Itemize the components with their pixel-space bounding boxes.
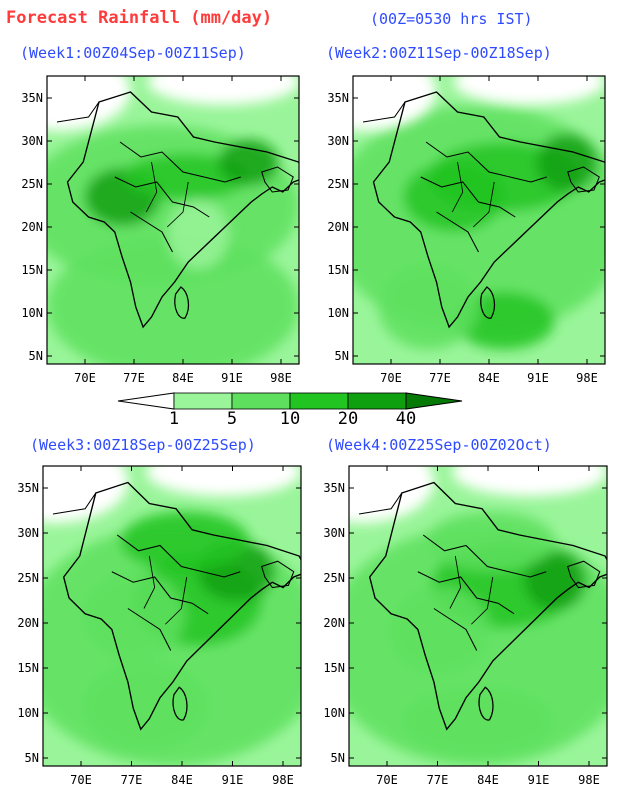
lat-tick-label: 10N: [21, 306, 43, 320]
lon-tick-label: 91E: [221, 371, 243, 385]
map-panel-2: 35N 30N 25N 20N 15N 10N 5N 70E 77E 84E 91E 98E: [327, 75, 606, 385]
map-frame: [352, 75, 606, 365]
colorbar-label: 40: [396, 409, 416, 429]
lon-tick-label: 91E: [527, 371, 549, 385]
lon-tick-label: 70E: [70, 773, 92, 787]
lat-tick-label: 5N: [331, 751, 345, 765]
lon-tick-label: 77E: [121, 773, 143, 787]
map-frame: [46, 75, 300, 365]
panel-title-week2: (Week2:00Z11Sep-00Z18Sep): [326, 44, 552, 62]
lon-tick-label: 84E: [477, 773, 499, 787]
lon-tick-label: 77E: [123, 371, 145, 385]
map-frame: [42, 465, 302, 767]
lat-tick-label: 10N: [327, 306, 349, 320]
lat-tick-label: 20N: [327, 220, 349, 234]
lat-tick-label: 15N: [21, 263, 43, 277]
lat-tick-label: 35N: [323, 481, 345, 495]
lat-tick-label: 30N: [323, 526, 345, 540]
lon-tick-label: 84E: [478, 371, 500, 385]
map-panel-1: 35N 30N 25N 20N 15N 10N 5N 70E 77E 84E 91E 98E: [21, 75, 300, 385]
colorbar-segment: [231, 392, 291, 410]
lon-tick-label: 91E: [528, 773, 550, 787]
colorbar-segment: [173, 392, 233, 410]
map-panel-4: 35N 30N 25N 20N 15N 10N 5N 70E 77E 84E 91E 98E: [323, 465, 608, 787]
lat-tick-label: 5N: [25, 751, 39, 765]
lat-tick-label: 25N: [21, 177, 43, 191]
map-title: Forecast Rainfall (mm/day): [6, 8, 273, 28]
colorbar-label: 1: [169, 409, 179, 429]
lat-tick-label: 35N: [327, 91, 349, 105]
lat-tick-label: 35N: [17, 481, 39, 495]
panel-title-week4: (Week4:00Z25Sep-00Z02Oct): [326, 436, 552, 454]
lat-tick-label: 30N: [21, 134, 43, 148]
lon-tick-label: 98E: [578, 773, 600, 787]
lat-tick-label: 25N: [17, 571, 39, 585]
lat-tick-label: 5N: [335, 349, 349, 363]
lat-tick-label: 5N: [29, 349, 43, 363]
colorbar-label: 10: [280, 409, 300, 429]
lon-tick-label: 91E: [222, 773, 244, 787]
lat-tick-label: 30N: [17, 526, 39, 540]
lon-tick-label: 98E: [270, 371, 292, 385]
lat-tick-label: 30N: [327, 134, 349, 148]
colorbar: 1 5 10 20 40: [117, 392, 463, 429]
lat-tick-label: 20N: [21, 220, 43, 234]
lat-tick-label: 15N: [323, 661, 345, 675]
lat-tick-label: 35N: [21, 91, 43, 105]
lat-tick-label: 20N: [17, 616, 39, 630]
colorbar-segment: [347, 392, 407, 410]
lon-tick-label: 70E: [376, 773, 398, 787]
panel-title-week1: (Week1:00Z04Sep-00Z11Sep): [20, 44, 246, 62]
lon-tick-label: 84E: [171, 773, 193, 787]
colorbar-label: 20: [338, 409, 358, 429]
lat-tick-label: 15N: [17, 661, 39, 675]
lon-tick-label: 70E: [380, 371, 402, 385]
panel-title-week3: (Week3:00Z18Sep-00Z25Sep): [30, 436, 256, 454]
colorbar-label: 5: [227, 409, 237, 429]
lon-tick-label: 77E: [429, 371, 451, 385]
map-panel-3: 35N 30N 25N 20N 15N 10N 5N 70E 77E 84E 91E 98E: [17, 465, 302, 787]
lon-tick-label: 70E: [74, 371, 96, 385]
time-note: (00Z=0530 hrs IST): [370, 10, 533, 28]
map-frame: [348, 465, 608, 767]
lon-tick-label: 84E: [172, 371, 194, 385]
colorbar-segment: [289, 392, 349, 410]
lat-tick-label: 25N: [323, 571, 345, 585]
lat-tick-label: 15N: [327, 263, 349, 277]
lon-tick-label: 98E: [272, 773, 294, 787]
lat-tick-label: 25N: [327, 177, 349, 191]
lat-tick-label: 10N: [17, 706, 39, 720]
lat-tick-label: 20N: [323, 616, 345, 630]
lat-tick-label: 10N: [323, 706, 345, 720]
lon-tick-label: 77E: [427, 773, 449, 787]
lon-tick-label: 98E: [576, 371, 598, 385]
